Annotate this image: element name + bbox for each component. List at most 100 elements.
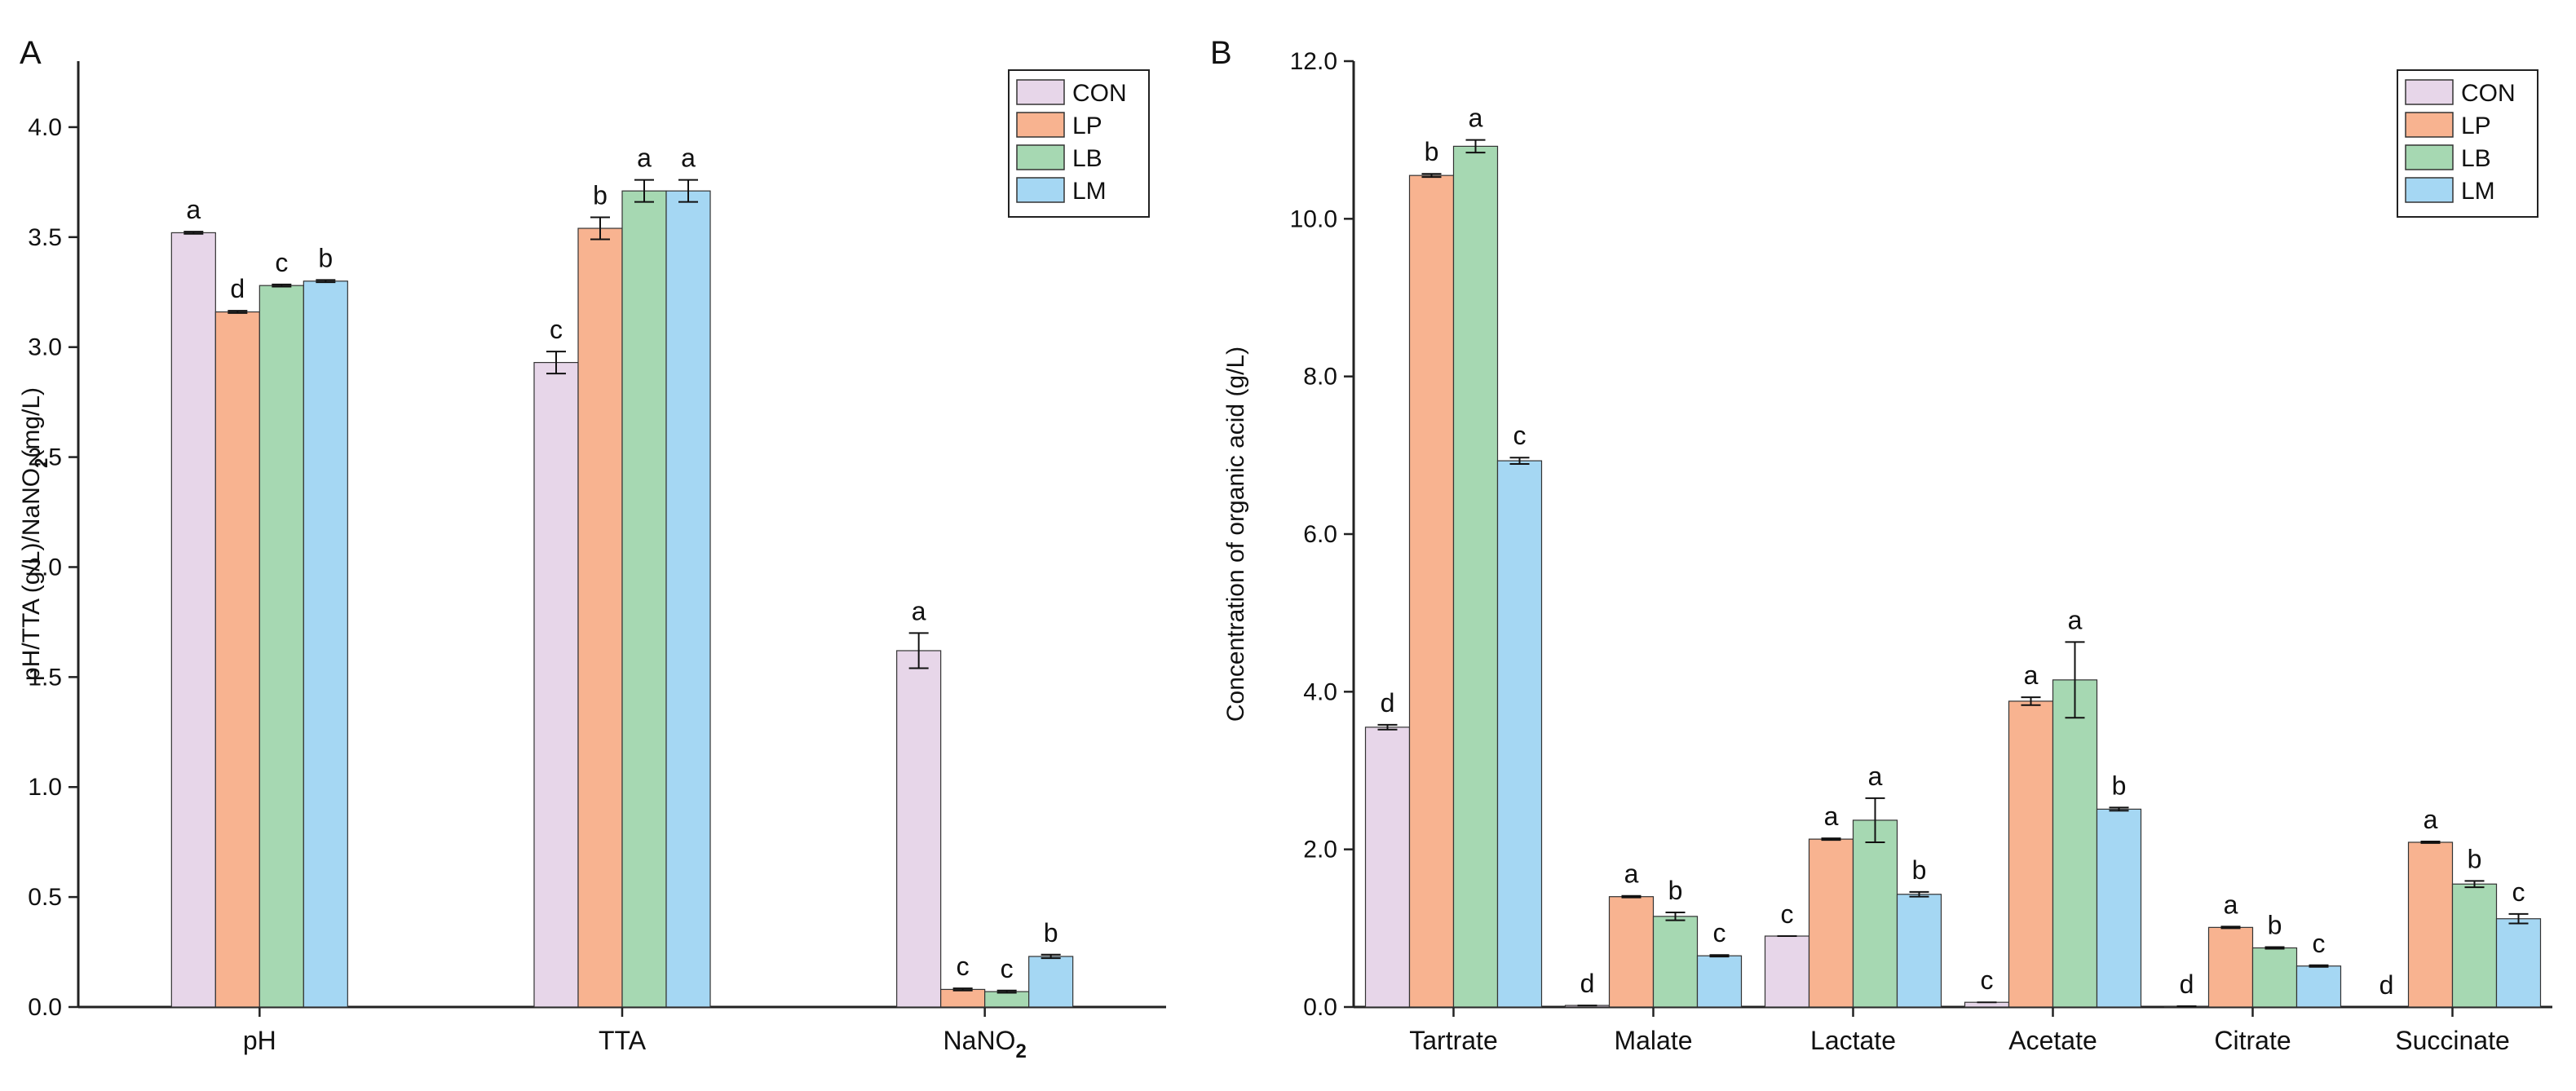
legend-label-con: CON [1072, 80, 1127, 107]
significance-letter: a [1469, 104, 1483, 133]
significance-letter: c [550, 315, 563, 344]
legend-swatch-lm [1016, 177, 1065, 203]
bar-lm [2295, 965, 2342, 1008]
bar-lp [2008, 700, 2054, 1008]
x-tick-label: Acetate [2008, 1026, 2097, 1055]
significance-letter: a [2424, 805, 2438, 834]
y-tick-label: 8.0 [1303, 364, 1337, 391]
significance-letter: c [1781, 899, 1794, 929]
significance-letter: a [2224, 890, 2238, 919]
bar-lp [1808, 838, 1854, 1008]
significance-letter: b [318, 243, 333, 272]
legend-label-lm: LM [1072, 178, 1107, 205]
legend-label-con: CON [2461, 80, 2516, 107]
x-tick-label: Citrate [2214, 1026, 2291, 1055]
legend-label-lp: LP [2461, 113, 2491, 139]
x-tick-label: TTA [599, 1026, 647, 1055]
significance-letter: d [230, 274, 245, 303]
legend-swatch-con [2405, 79, 2454, 105]
x-tick-label: Malate [1614, 1026, 1692, 1055]
x-tick-label-main: Lactate [1810, 1026, 1896, 1055]
bar-con [896, 650, 942, 1008]
x-tick-label: Tartrate [1409, 1026, 1497, 1055]
x-tick-label-main: NaNO [943, 1026, 1016, 1055]
panel-a: ApH/TTA (g/L)/NaNO2(mg/L)0.00.51.01.52.0… [18, 35, 1166, 1062]
bar-lm [1696, 955, 1743, 1008]
bar-lm [2096, 808, 2142, 1008]
y-tick-label: 12.0 [1290, 48, 1337, 75]
y-axis-label-part: Concentration of organic acid (g/L) [1222, 347, 1249, 722]
y-tick-label: 4.0 [28, 114, 62, 141]
y-tick-label: 4.0 [1303, 678, 1337, 705]
x-tick-label-main: TTA [599, 1026, 647, 1055]
bar-lb [2052, 679, 2098, 1008]
significance-letter: a [186, 195, 201, 224]
significance-letter: b [2468, 844, 2482, 873]
legend-swatch-lb [2405, 144, 2454, 170]
significance-letter: a [637, 144, 652, 173]
significance-letter: b [2268, 911, 2282, 940]
bar-lb [2251, 947, 2298, 1008]
y-axis-label: Concentration of organic acid (g/L) [1222, 347, 1249, 722]
x-tick-label-main: pH [243, 1026, 276, 1055]
significance-letter: c [1713, 918, 1726, 947]
significance-letter: d [2180, 970, 2194, 999]
y-tick-label: 10.0 [1290, 205, 1337, 232]
bar-lb [258, 285, 304, 1008]
x-tick-label: NaNO2 [943, 1026, 1027, 1062]
y-axis-label-subscript: 2 [31, 458, 51, 468]
significance-letter: c [1001, 954, 1014, 983]
legend: CON LP LB LM [2397, 69, 2538, 218]
significance-letter: c [2313, 929, 2326, 958]
significance-letter: a [2024, 660, 2039, 690]
legend-swatch-lm [2405, 177, 2454, 203]
y-tick-label: 2.5 [28, 444, 62, 471]
significance-letter: b [1425, 137, 1439, 166]
y-axis-label-part: (mg/L) [18, 387, 45, 458]
significance-letter: c [1513, 421, 1527, 450]
y-tick-label: 3.0 [28, 334, 62, 361]
y-tick-label: 6.0 [1303, 521, 1337, 548]
significance-letter: b [2112, 771, 2127, 800]
bar-con [533, 361, 579, 1008]
significance-letter: a [912, 596, 926, 625]
significance-letter: a [681, 144, 696, 173]
significance-letter: a [1824, 802, 1839, 831]
legend-swatch-con [1016, 79, 1065, 105]
significance-letter: b [1044, 918, 1058, 947]
x-tick-label-main: Malate [1614, 1026, 1692, 1055]
legend-swatch-lb [1016, 144, 1065, 170]
x-tick-label-main: Succinate [2395, 1026, 2510, 1055]
significance-letter: a [1624, 859, 1639, 889]
bar-lm [2495, 918, 2542, 1008]
significance-letter: a [2068, 605, 2083, 634]
legend-swatch-lp [2405, 112, 2454, 138]
bar-lm [1028, 956, 1074, 1008]
panel-label: A [20, 35, 42, 71]
bar-lb [1652, 916, 1699, 1008]
bar-lb [1452, 145, 1499, 1008]
panel-label: B [1210, 35, 1232, 71]
y-axis-label: pH/TTA (g/L)/NaNO2(mg/L) [18, 387, 51, 681]
legend-label-lb: LB [2461, 145, 2491, 172]
x-tick-label-main: Tartrate [1409, 1026, 1497, 1055]
bar-lm [1896, 894, 1942, 1008]
bar-con [170, 232, 216, 1008]
bar-lp [1608, 896, 1655, 1008]
y-tick-label: 0.5 [28, 884, 62, 911]
significance-letter: c [957, 952, 970, 981]
bar-lm [303, 280, 348, 1008]
y-tick-label: 1.5 [28, 664, 62, 691]
significance-letter: b [1912, 855, 1927, 885]
bar-lp [2207, 926, 2254, 1008]
bar-lp [2407, 841, 2454, 1008]
legend: CON LP LB LM [1008, 69, 1150, 218]
significance-letter: c [2512, 877, 2525, 907]
significance-letter: d [1580, 969, 1595, 998]
bar-con [1364, 727, 1411, 1008]
significance-letter: c [275, 248, 288, 277]
bar-lm [1496, 460, 1543, 1008]
legend-label-lm: LM [2461, 178, 2495, 205]
y-tick-label: 3.5 [28, 224, 62, 251]
